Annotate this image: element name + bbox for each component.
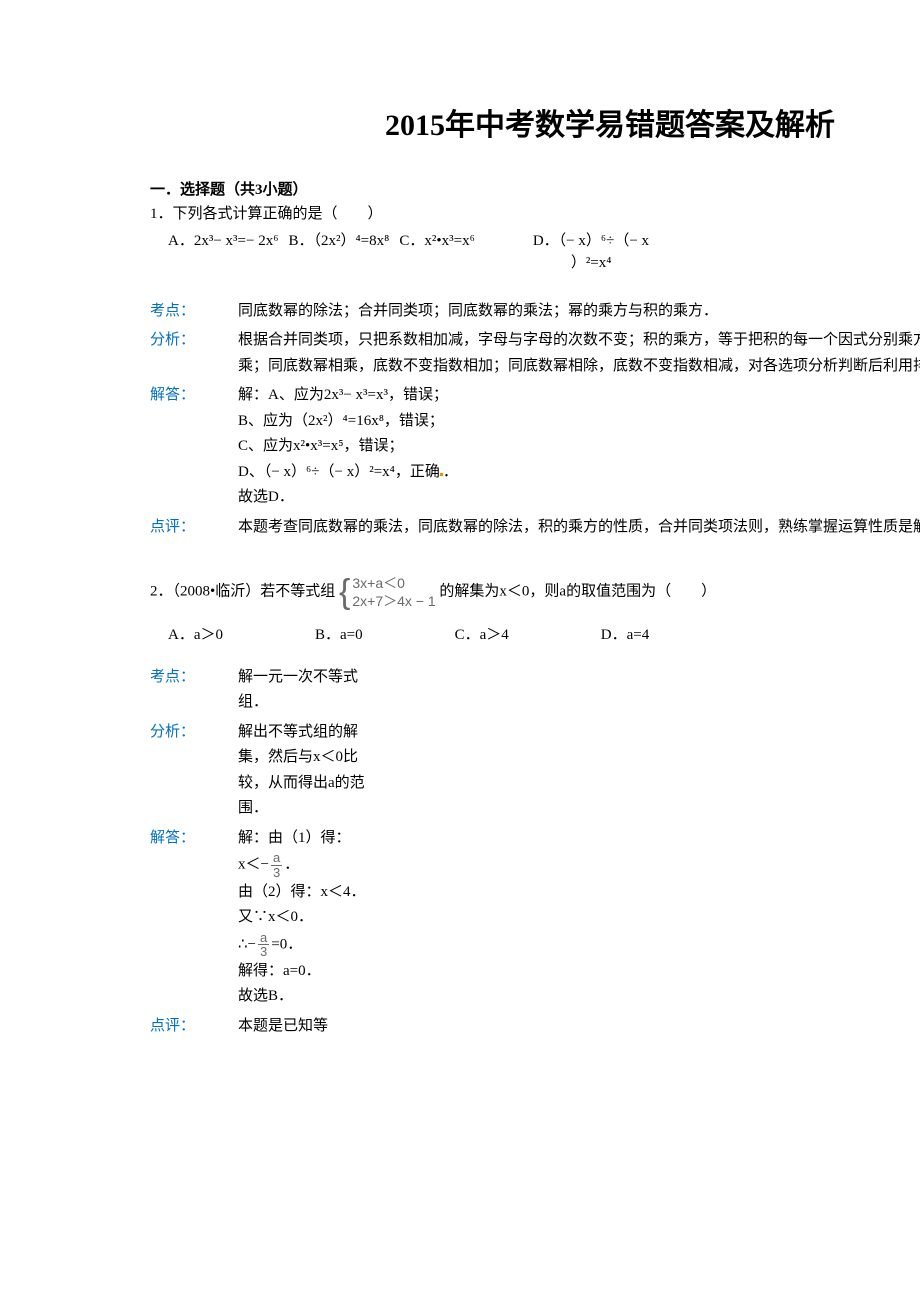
- q1-jieda: 解：A、应为2x³− x³=x³，错误； B、应为（2x²）⁴=16x⁸，错误；…: [238, 383, 920, 515]
- q1-kaodian: 同底数幂的除法；合并同类项；同底数幂的乘法；幂的乘方与积的乘方．: [238, 299, 920, 329]
- q2-fenxi: 解出不等式组的解集，然后与x＜0比较，从而得出a的范围．: [238, 720, 368, 826]
- page-title: 2015年中考数学易错题答案及解析: [150, 100, 920, 144]
- q1-option-a: A．2x³− x³=− 2x⁶: [168, 230, 278, 275]
- fraction-a-over-3: a3: [271, 851, 282, 879]
- q1-jieda-line-3: C、应为x²•x³=x⁵，错误；: [238, 434, 920, 460]
- q2-jieda-line-2: x＜−a3．: [238, 851, 368, 879]
- q1-jieda-line-2: B、应为（2x²）⁴=16x⁸，错误；: [238, 409, 920, 435]
- section-header: 一．选择题（共3小题）: [150, 178, 920, 199]
- q1-option-c: C．x²•x³=x⁶: [399, 230, 474, 275]
- q2-kaodian: 解一元一次不等式组．: [238, 665, 368, 720]
- q2-brace-line-1: 3x+a＜0: [352, 574, 435, 592]
- q2-brace-line-2: 2x+7＞4x − 1: [352, 592, 435, 610]
- q2-fenxi-label: 分析：: [150, 720, 238, 826]
- q2-dianping-label: 点评：: [150, 1014, 238, 1044]
- q2-jieda-line-6: 解得：a=0．: [238, 959, 368, 985]
- frac-num-b: a: [258, 931, 269, 945]
- fraction-a-over-3-b: a3: [258, 931, 269, 959]
- q1-dianping: 本题考查同底数幂的乘法，同底数幂的除法，积的乘方的性质，合并同类项法则，熟练掌握…: [238, 515, 920, 545]
- q1-option-b: B．（2x²）⁴=8x⁸: [288, 230, 389, 275]
- frac-den: 3: [271, 865, 282, 880]
- q1-fenxi-label: 分析：: [150, 328, 238, 383]
- frac-num: a: [271, 851, 282, 865]
- q2-jieda-line-1: 解：由（1）得：: [238, 826, 368, 852]
- q2-option-c: C．a＞4: [455, 624, 509, 647]
- q1-kaodian-text: 同底数幂的除法；合并同类项；同底数幂的乘法；幂的乘方与积的乘方．: [238, 303, 718, 319]
- q2-option-b: B．a=0: [315, 624, 363, 647]
- q2-jieda-line-7: 故选B．: [238, 984, 368, 1010]
- q2-kaodian-label: 考点：: [150, 665, 238, 720]
- q1-jieda-label: 解答：: [150, 383, 238, 515]
- q1-option-d-line1: D．（− x）⁶÷（− x: [533, 233, 649, 249]
- q1-jieda-line-1: 解：A、应为2x³− x³=x³，错误；: [238, 383, 920, 409]
- q1-stem: 1．下列各式计算正确的是（ ）: [150, 203, 920, 226]
- q2-fenxi-text: 解出不等式组的解集，然后与x＜0比较，从而得出a的范围．: [238, 724, 365, 817]
- q1-fenxi: 根据合并同类项，只把系数相加减，字母与字母的次数不变；积的乘方，等于把积的每一个…: [238, 328, 920, 383]
- q2-jieda: 解：由（1）得： x＜−a3． 由（2）得：x＜4． 又∵x＜0． ∴−a3=0…: [238, 826, 368, 1014]
- q1-option-d-line2: ）²=x⁴: [533, 255, 612, 271]
- q2-option-a: A．a＞0: [168, 624, 223, 647]
- q2-jieda-line2-post: ．: [284, 857, 299, 873]
- q2-dianping: 本题是已知等: [238, 1014, 368, 1044]
- frac-den-b: 3: [258, 944, 269, 959]
- q2-jieda-line5-post: =0．: [271, 936, 302, 952]
- q2-jieda-line-5: ∴−a3=0．: [238, 931, 368, 959]
- q2-jieda-label: 解答：: [150, 826, 238, 1014]
- q2-stem-prefix: 2．（2008•临沂）若不等式组: [150, 584, 335, 600]
- q1-kaodian-label: 考点：: [150, 299, 238, 329]
- q2-system-brace: { 3x+a＜0 2x+7＞4x − 1: [339, 574, 436, 610]
- left-brace-icon: {: [339, 575, 350, 609]
- q2-option-d: D．a=4: [601, 624, 649, 647]
- q1-jieda-line-4-text: D、（− x）⁶÷（− x）²=x⁴，正确: [238, 464, 440, 480]
- q2-options: A．a＞0 B．a=0 C．a＞4 D．a=4: [168, 624, 920, 647]
- q1-dianping-label: 点评：: [150, 515, 238, 545]
- q2-jieda-line-4: 又∵x＜0．: [238, 905, 368, 931]
- q2-stem: 2．（2008•临沂）若不等式组 { 3x+a＜0 2x+7＞4x − 1 的解…: [150, 574, 920, 610]
- q1-analysis-table: 考点： 同底数幂的除法；合并同类项；同底数幂的乘法；幂的乘方与积的乘方． 分析：…: [150, 299, 920, 545]
- q1-jieda-line-4: D、（− x）⁶÷（− x）²=x⁴，正确．: [238, 460, 920, 486]
- q2-stem-suffix: 的解集为x＜0，则a的取值范围为（ ）: [439, 584, 716, 600]
- q2-brace-lines: 3x+a＜0 2x+7＞4x − 1: [352, 574, 435, 610]
- q1-option-d: D．（− x）⁶÷（− x ）²=x⁴: [533, 230, 743, 275]
- q2-jieda-line-3: 由（2）得：x＜4．: [238, 880, 368, 906]
- highlight-dot-icon: [440, 473, 443, 476]
- q2-analysis-table: 考点： 解一元一次不等式组． 分析： 解出不等式组的解集，然后与x＜0比较，从而…: [150, 665, 920, 1044]
- q2-jieda-line5-pre: ∴−: [238, 936, 256, 952]
- q1-options: A．2x³− x³=− 2x⁶ B．（2x²）⁴=8x⁸ C．x²•x³=x⁶ …: [168, 230, 920, 275]
- q1-jieda-line-5: 故选D．: [238, 485, 920, 511]
- q2-jieda-line2-pre: x＜−: [238, 857, 269, 873]
